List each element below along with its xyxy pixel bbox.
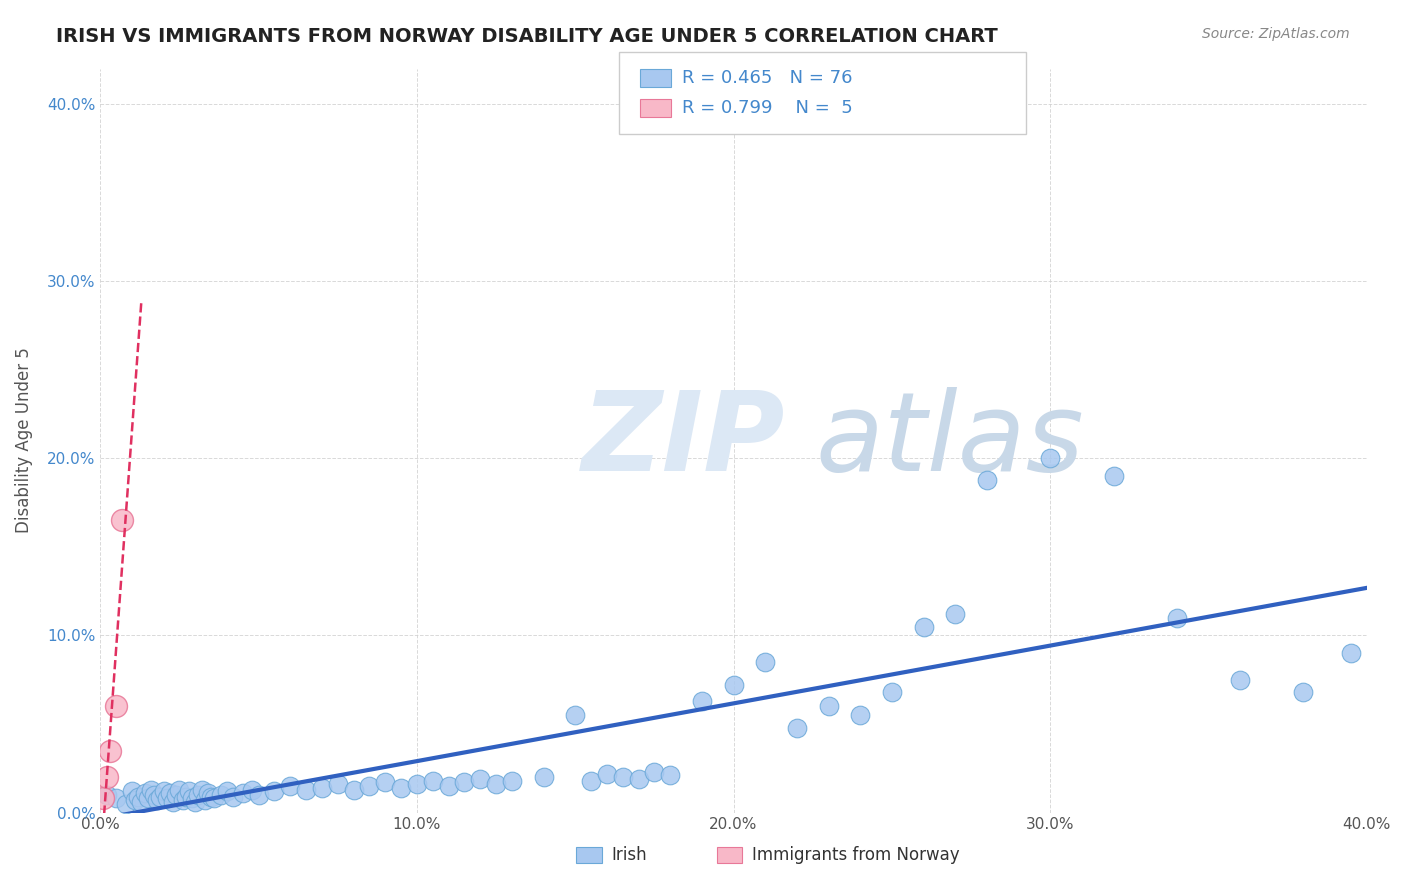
Point [240,782,263,797]
Point [146,793,169,807]
Point [1292,685,1315,699]
Point [1102,469,1125,483]
Point [754,655,776,669]
Point [190,782,212,797]
Point [134,786,156,800]
Point [453,775,475,789]
Y-axis label: Disability Age Under 5: Disability Age Under 5 [15,348,32,533]
Point [187,788,209,802]
Point [976,473,998,487]
Point [723,678,745,692]
Point [437,779,460,793]
Point [326,777,349,791]
Point [96,770,118,784]
Text: Irish: Irish [612,847,647,864]
Point [295,782,318,797]
Text: Immigrants from Norway: Immigrants from Norway [752,847,960,864]
Point [209,788,232,802]
Point [912,619,935,633]
Point [124,793,146,807]
Point [215,784,238,798]
Point [786,721,808,735]
Point [143,788,166,802]
Point [501,773,523,788]
Point [139,782,162,797]
Point [1340,646,1362,660]
Point [389,780,412,795]
Point [579,773,602,788]
Point [136,791,159,805]
Point [222,789,245,804]
Point [194,793,217,807]
Point [533,770,555,784]
Point [406,777,429,791]
Point [156,791,179,805]
Text: R = 0.799    N =  5: R = 0.799 N = 5 [682,99,852,117]
Point [849,708,872,723]
Point [127,789,149,804]
Point [690,694,713,708]
Point [200,789,222,804]
Point [181,791,204,805]
Point [162,795,184,809]
Point [184,795,207,809]
Point [659,768,682,782]
Point [93,791,115,805]
Point [627,772,650,786]
Text: Source: ZipAtlas.com: Source: ZipAtlas.com [1202,27,1350,41]
Point [1229,673,1251,687]
Text: atlas: atlas [815,387,1084,494]
Point [169,782,191,797]
Point [943,607,966,621]
Point [165,788,187,802]
Point [159,786,181,800]
Point [470,772,492,786]
Point [374,775,396,789]
Point [596,766,619,780]
Point [172,793,194,807]
Point [880,685,903,699]
Point [485,777,508,791]
Point [121,784,143,798]
Text: R = 0.465   N = 76: R = 0.465 N = 76 [682,69,852,87]
Point [98,743,121,757]
Point [114,797,136,811]
Point [105,699,128,714]
Point [1166,610,1188,624]
Point [177,784,200,798]
Point [817,699,839,714]
Point [131,795,153,809]
Point [174,789,197,804]
Point [263,784,285,798]
Point [152,784,174,798]
Point [232,786,254,800]
Point [342,782,364,797]
Point [1039,451,1062,466]
Text: ZIP: ZIP [582,387,785,494]
Point [278,779,301,793]
Point [422,773,444,788]
Point [564,708,586,723]
Point [105,791,128,805]
Point [111,513,134,527]
Point [311,780,333,795]
Point [149,789,172,804]
Point [643,764,665,779]
Point [247,788,270,802]
Point [197,786,219,800]
Point [96,788,118,802]
Point [202,791,225,805]
Point [612,770,634,784]
Text: IRISH VS IMMIGRANTS FROM NORWAY DISABILITY AGE UNDER 5 CORRELATION CHART: IRISH VS IMMIGRANTS FROM NORWAY DISABILI… [56,27,998,45]
Point [359,779,381,793]
